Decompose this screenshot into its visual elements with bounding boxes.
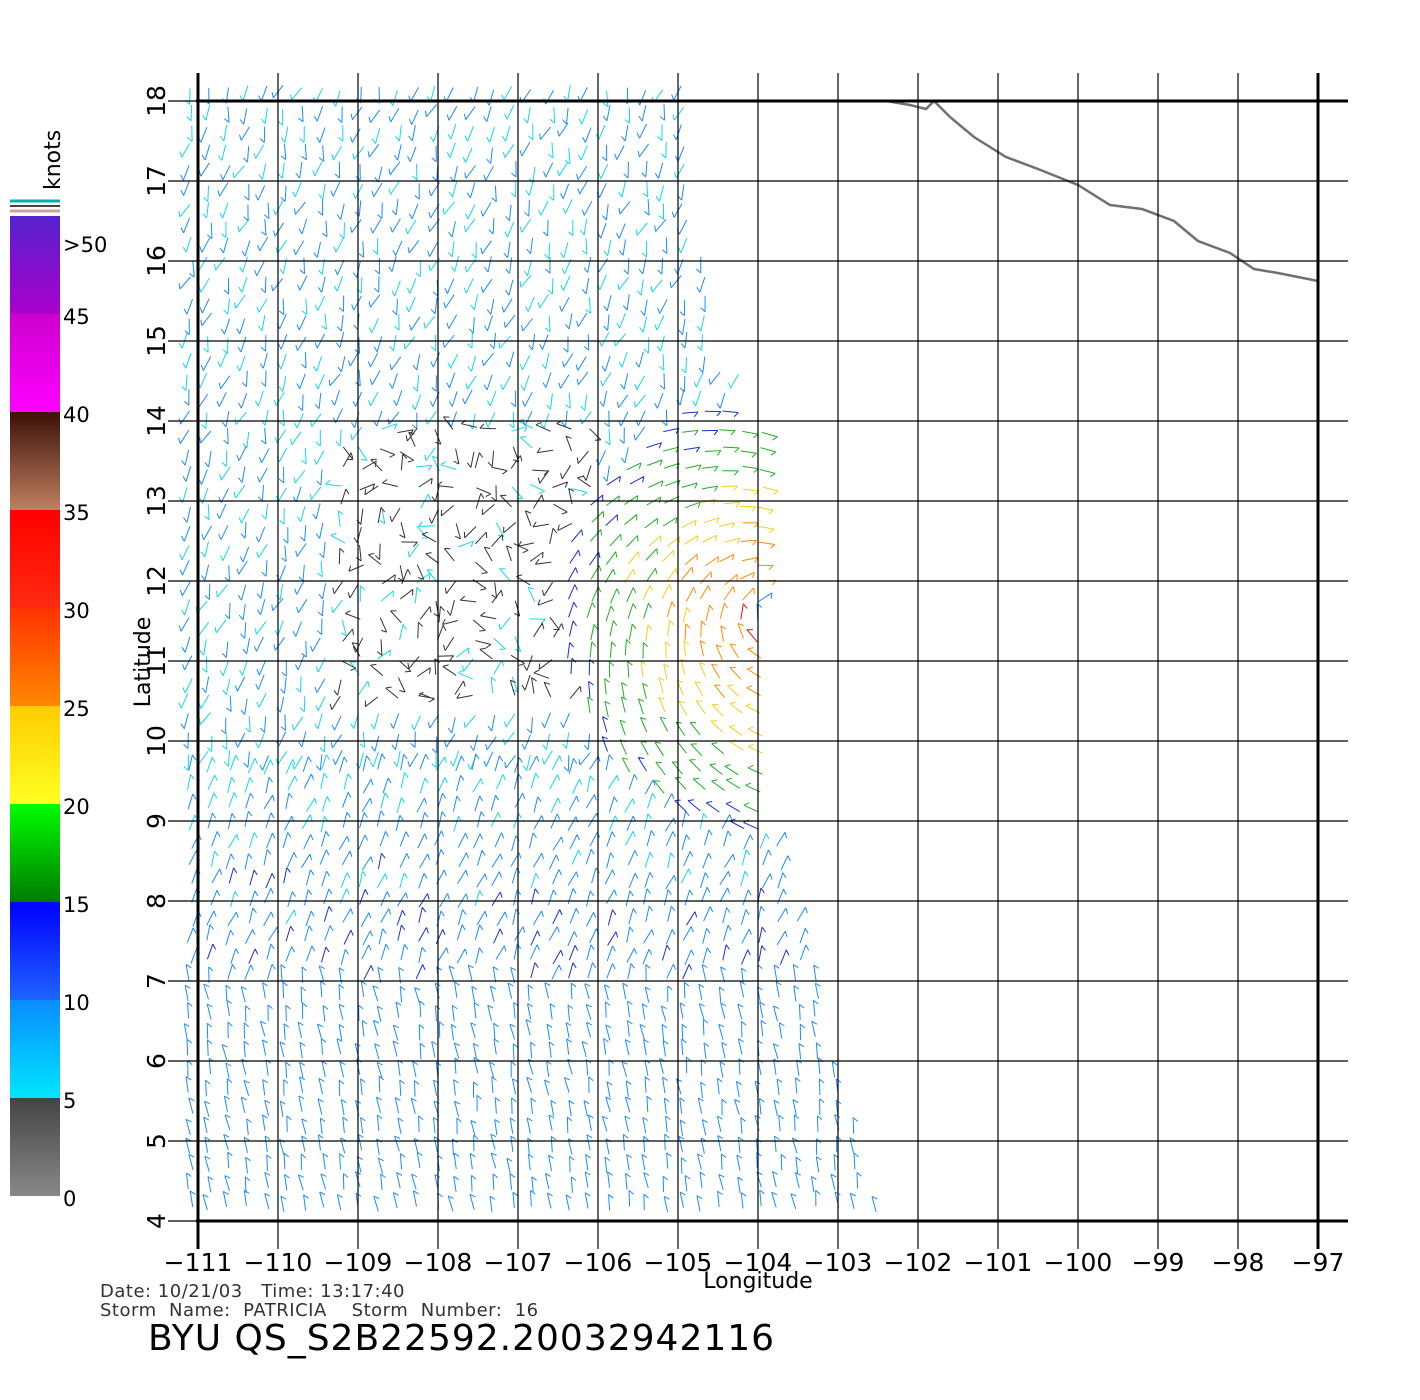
legend-value-label: 10 (63, 991, 90, 1015)
wind-barb-group (586, 429, 778, 813)
x-tick-label: −105 (644, 1248, 713, 1277)
x-tick-label: −102 (884, 1248, 953, 1277)
x-axis-title: Longitude (703, 1269, 812, 1294)
legend-band (10, 412, 60, 510)
y-tick-label: 14 (142, 405, 171, 437)
y-tick-label: 10 (142, 725, 171, 757)
legend-band (10, 1098, 60, 1196)
coastline (885, 99, 1319, 283)
legend-color-bands (10, 216, 60, 1196)
legend-band (10, 314, 60, 412)
y-tick-label: 5 (142, 1133, 171, 1149)
legend-value-label: >50 (63, 233, 107, 257)
legend-value-label: 5 (63, 1089, 76, 1113)
lat-lon-grid (168, 73, 1348, 1249)
y-tick-label: 13 (142, 485, 171, 517)
legend-band (10, 706, 60, 804)
legend-band (10, 902, 60, 1000)
x-tick-label: −101 (964, 1248, 1033, 1277)
x-tick-label: −103 (804, 1248, 873, 1277)
wind-barb-group (329, 416, 602, 710)
axis-tick-labels: −111 −110 −109 −108 −107 −106 −105 −104 −103 −102… (142, 85, 1344, 1277)
legend-band (10, 1000, 60, 1098)
wind-vectors (178, 84, 878, 1213)
file-title: BYU QS_S2B22592.20032942116 (148, 1318, 776, 1359)
y-tick-label: 4 (142, 1213, 171, 1229)
legend-value-label: 15 (63, 893, 90, 917)
legend-band (10, 608, 60, 706)
y-tick-label: 6 (142, 1053, 171, 1069)
x-tick-label: −111 (164, 1248, 233, 1277)
legend-value-label: 45 (63, 305, 90, 329)
y-tick-label: 7 (142, 973, 171, 989)
y-tick-label: 9 (142, 813, 171, 829)
date-time-line: Date: 10/21/03 Time: 13:17:40 (100, 1281, 405, 1302)
legend-value-label: 20 (63, 795, 90, 819)
x-tick-label: −97 (1292, 1248, 1345, 1277)
legend-band (10, 804, 60, 902)
legend-top-lines (10, 199, 60, 213)
legend-labels: >50 45 40 35 30 25 20 15 10 5 0 (63, 233, 107, 1211)
legend-band (10, 216, 60, 314)
x-tick-label: −108 (404, 1248, 473, 1277)
x-tick-label: −99 (1132, 1248, 1185, 1277)
storm-info-line: Storm Name: PATRICIA Storm Number: 16 (100, 1300, 539, 1321)
legend-value-label: 40 (63, 403, 90, 427)
legend-value-label: 30 (63, 599, 90, 623)
y-tick-label: 17 (142, 165, 171, 197)
x-tick-label: −110 (244, 1248, 313, 1277)
speed-color-legend: knots >50 45 40 35 30 25 20 15 10 5 0 (10, 130, 107, 1211)
x-tick-label: −106 (564, 1248, 633, 1277)
y-tick-label: 18 (142, 85, 171, 117)
legend-value-label: 35 (63, 501, 90, 525)
wind-barb-group (624, 485, 779, 754)
legend-band (10, 510, 60, 608)
y-tick-label: 8 (142, 893, 171, 909)
legend-value-label: 25 (63, 697, 90, 721)
y-tick-label: 12 (142, 565, 171, 597)
y-tick-label: 15 (142, 325, 171, 357)
wind-barb-group (178, 84, 878, 1213)
x-tick-label: −109 (324, 1248, 393, 1277)
x-tick-label: −107 (484, 1248, 553, 1277)
y-tick-label: 16 (142, 245, 171, 277)
x-tick-label: −104 (724, 1248, 793, 1277)
legend-value-label: 0 (63, 1187, 76, 1211)
wind-barb-group (740, 603, 758, 643)
x-tick-label: −100 (1044, 1248, 1113, 1277)
y-tick-label: 11 (142, 645, 171, 677)
legend-unit-label: knots (41, 130, 66, 190)
wind-barb-group (178, 85, 770, 925)
x-tick-label: −98 (1212, 1248, 1265, 1277)
wind-barb-group (206, 410, 790, 980)
wind-barb-group (666, 522, 777, 698)
y-axis-title: Latitude (131, 617, 156, 708)
